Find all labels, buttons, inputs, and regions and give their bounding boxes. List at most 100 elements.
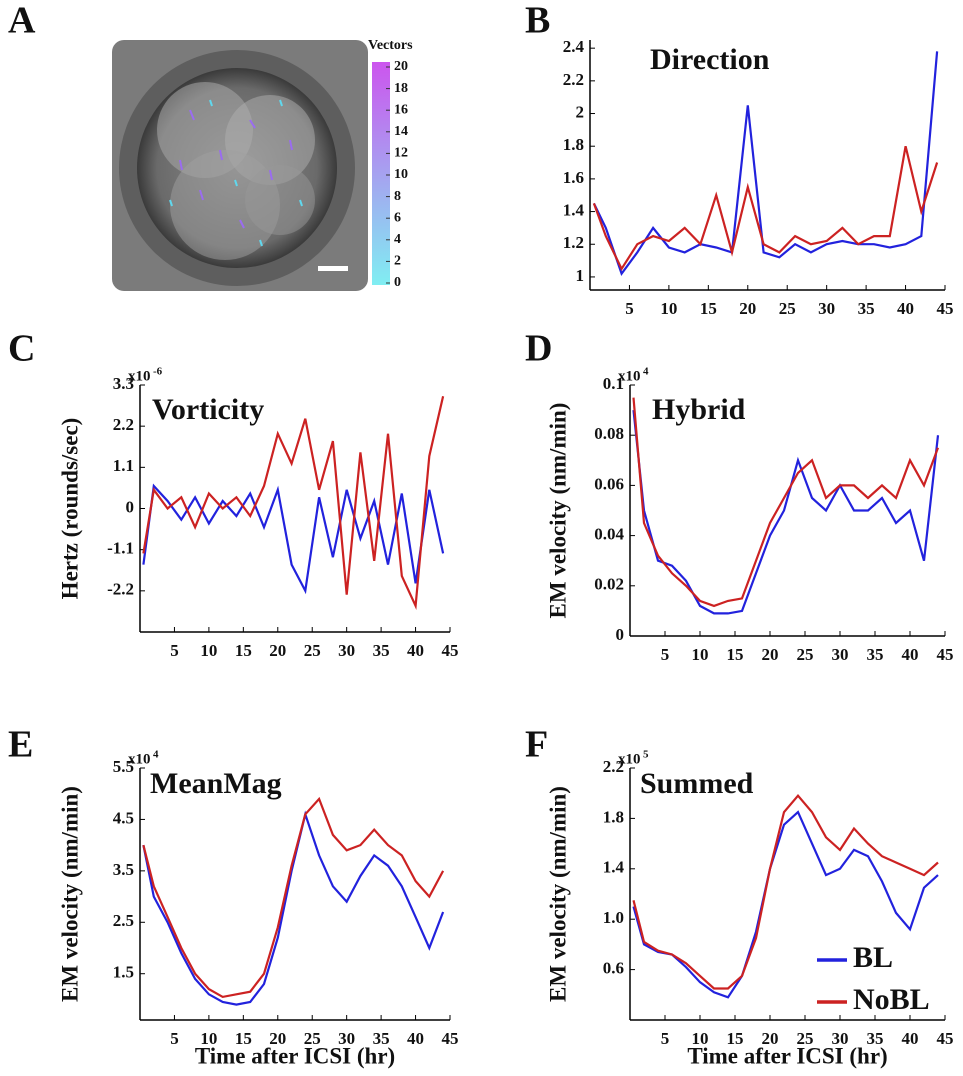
y-tick-label: 1.5: [113, 963, 134, 982]
y-tick-label: 1: [576, 266, 585, 285]
x-tick-label: 40: [897, 299, 914, 318]
x-tick-label: 30: [832, 645, 849, 664]
panel-letter: E: [8, 724, 33, 766]
y-multiplier-exponent: 4: [153, 749, 159, 761]
x-tick-label: 5: [625, 299, 634, 318]
y-axis-label: EM velocity (nm/min): [545, 786, 570, 1002]
y-tick-label: 1.4: [563, 200, 585, 219]
chart-title: Summed: [640, 767, 754, 800]
x-tick-label: 20: [269, 641, 286, 660]
y-tick-label: 0.6: [603, 959, 624, 978]
x-tick-label: 40: [902, 645, 919, 664]
x-tick-label: 35: [867, 645, 884, 664]
x-tick-label: 5: [170, 641, 179, 660]
y-multiplier-exponent: 4: [643, 366, 649, 378]
y-tick-label: 0: [126, 497, 135, 516]
chart-title: MeanMag: [150, 767, 282, 800]
x-tick-label: 40: [902, 1029, 919, 1048]
colorbar-tick-label: 6: [394, 210, 401, 225]
colorbar-tick-label: 14: [394, 124, 408, 139]
x-tick-label: 30: [338, 641, 355, 660]
x-tick-label: 45: [442, 641, 459, 660]
x-tick-label: 5: [170, 1029, 179, 1048]
y-tick-label: 2.2: [113, 415, 134, 434]
y-tick-label: 0.02: [594, 575, 624, 594]
x-tick-label: 45: [937, 645, 954, 664]
y-tick-label: 2.5: [113, 911, 134, 930]
colorbar-tick-label: 12: [394, 146, 408, 161]
x-tick-label: 15: [235, 641, 252, 660]
x-axis-label: Time after ICSI (hr): [195, 1043, 395, 1068]
y-tick-label: 5.5: [113, 757, 134, 776]
panel-letter: A: [8, 0, 36, 42]
y-tick-label: 0.08: [594, 424, 624, 443]
y-tick-label: 4.5: [113, 808, 134, 827]
x-tick-label: 45: [937, 1029, 954, 1048]
x-tick-label: 15: [727, 645, 744, 664]
y-tick-label: -1.1: [107, 539, 134, 558]
colorbar: [372, 62, 390, 285]
colorbar-title: Vectors: [368, 38, 413, 53]
x-tick-label: 25: [304, 641, 321, 660]
x-tick-label: 30: [338, 1029, 355, 1048]
x-tick-label: 30: [832, 1029, 849, 1048]
panel-letter: D: [525, 328, 552, 370]
x-tick-label: 15: [700, 299, 717, 318]
x-tick-label: 40: [407, 641, 424, 660]
x-tick-label: 20: [269, 1029, 286, 1048]
y-tick-label: 1.8: [603, 807, 624, 826]
embryo-image: [112, 40, 368, 291]
colorbar-tick-label: 10: [394, 167, 408, 182]
x-tick-label: 15: [235, 1029, 252, 1048]
series-line: [632, 794, 939, 990]
x-tick-label: 20: [762, 645, 779, 664]
panel-letter: F: [525, 724, 548, 766]
y-tick-label: 1.1: [113, 456, 134, 475]
x-tick-label: 10: [200, 641, 217, 660]
series-line: [142, 796, 445, 999]
colorbar-tick-label: 20: [394, 59, 408, 74]
x-tick-label: 25: [779, 299, 796, 318]
y-tick-label: 1.2: [563, 233, 584, 252]
x-tick-label: 20: [762, 1029, 779, 1048]
y-multiplier-exponent: 5: [643, 749, 649, 761]
y-tick-label: 2.4: [563, 37, 585, 56]
chart-title: Vorticity: [152, 393, 264, 426]
legend-label: NoBL: [853, 983, 930, 1016]
x-tick-label: 35: [373, 1029, 390, 1048]
x-tick-label: 10: [692, 1029, 709, 1048]
x-tick-label: 35: [858, 299, 875, 318]
series-line: [142, 483, 445, 595]
x-tick-label: 25: [304, 1029, 321, 1048]
colorbar-tick-label: 18: [394, 81, 408, 96]
panel-letter: C: [8, 328, 35, 370]
chart-title: Hybrid: [652, 393, 746, 426]
series-line: [592, 145, 939, 272]
y-tick-label: 2.2: [603, 757, 624, 776]
y-tick-label: 1.0: [603, 908, 624, 927]
series-line: [142, 395, 445, 610]
x-tick-label: 5: [661, 645, 670, 664]
y-tick-label: 0.04: [594, 525, 624, 544]
y-axis-label: Hertz (rounds/sec): [57, 418, 82, 600]
y-tick-label: 2: [576, 102, 585, 121]
x-tick-label: 35: [373, 641, 390, 660]
y-tick-label: 2.2: [563, 70, 584, 89]
series-line: [632, 409, 940, 615]
colorbar-tick-label: 2: [394, 254, 401, 269]
colorbar-tick-label: 4: [394, 232, 401, 247]
y-axis-label: EM velocity (nm/min): [545, 403, 570, 619]
panel-letter: B: [525, 0, 550, 42]
y-tick-label: 1.6: [563, 168, 584, 187]
colorbar-tick-label: 8: [394, 189, 401, 204]
series-line: [632, 397, 940, 608]
y-multiplier: x10: [128, 751, 151, 767]
x-tick-label: 25: [797, 1029, 814, 1048]
legend-label: BL: [853, 941, 893, 974]
y-tick-label: 3.5: [113, 860, 134, 879]
colorbar-tick-label: 16: [394, 102, 408, 117]
y-tick-label: 1.8: [563, 135, 584, 154]
x-tick-label: 10: [692, 645, 709, 664]
series-line: [142, 810, 445, 1006]
